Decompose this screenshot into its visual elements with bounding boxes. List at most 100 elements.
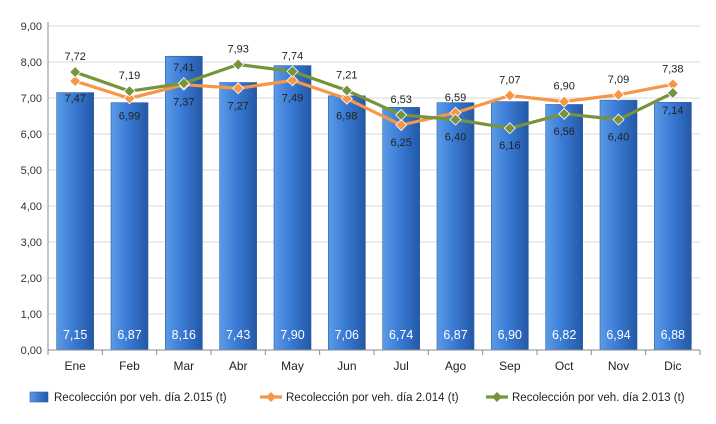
x-axis: Ene Feb Mar Abr May Jun Jul Ago Sep Oct Nov Dic (47, 349, 701, 373)
line-value-label: 7,21 (336, 69, 357, 81)
data-point (177, 77, 190, 90)
data-point (558, 95, 571, 108)
line-value-label: 7,72 (64, 51, 85, 63)
data-point (395, 108, 408, 121)
bar (654, 102, 692, 351)
line-value-label: 7,93 (227, 44, 248, 56)
data-point (286, 74, 299, 87)
x-tick-label: Jun (337, 359, 356, 373)
data-labels: 7,15 6,87 8,16 7,43 7,90 7,06 6,74 6,87 6,90 6,82… (63, 44, 685, 342)
series-line-2013 (74, 62, 674, 130)
legend-label: Recolección por veh. día 2.014 (t) (286, 392, 459, 404)
data-point (449, 113, 462, 126)
data-point (612, 88, 625, 101)
line-value-label: 7,38 (662, 63, 683, 75)
data-point (123, 85, 136, 98)
line-value-label: 6,40 (445, 132, 466, 144)
line-value-label: 6,59 (445, 92, 466, 104)
lines (69, 58, 679, 135)
bar-value-label: 7,43 (226, 328, 250, 342)
line-value-label: 6,99 (119, 110, 140, 122)
data-point (503, 89, 516, 102)
bar (165, 55, 203, 351)
line-value-label: 6,25 (390, 137, 411, 149)
line-value-label: 7,37 (173, 97, 194, 109)
y-tick-label: 3,00 (21, 237, 42, 249)
line-value-label: 7,14 (662, 105, 683, 117)
bar (328, 95, 366, 351)
y-tick-label: 9,00 (21, 21, 42, 33)
bar (273, 65, 312, 351)
y-tick-label: 7,00 (21, 93, 42, 105)
x-tick-label: May (281, 359, 304, 373)
legend-label: Recolección por veh. día 2.013 (t) (512, 392, 685, 404)
legend-swatch-marker (266, 392, 276, 402)
data-point (123, 92, 136, 105)
data-point (612, 113, 625, 126)
x-tick-label: Jul (393, 359, 408, 373)
x-tick-label: Mar (173, 359, 194, 373)
data-point (232, 82, 245, 95)
y-tick-label: 0,00 (21, 345, 42, 357)
bar (599, 99, 638, 351)
bar (110, 102, 149, 351)
bar-value-label: 6,87 (117, 328, 141, 342)
bar-value-label: 6,88 (661, 328, 685, 342)
line-value-label: 7,74 (282, 50, 303, 62)
legend-swatch-marker (492, 392, 502, 402)
bar (491, 101, 529, 351)
line-value-label: 7,47 (64, 93, 85, 105)
bars-2015 (56, 55, 692, 351)
x-tick-label: Ene (64, 359, 86, 373)
legend-swatch-bar (29, 391, 49, 403)
x-tick-label: Abr (229, 359, 248, 373)
data-point (69, 66, 82, 79)
y-tick-label: 4,00 (21, 201, 42, 213)
legend-label: Recolección por veh. día 2.015 (t) (54, 392, 227, 404)
bar-value-label: 6,82 (552, 328, 576, 342)
bar-value-label: 8,16 (172, 328, 196, 342)
bar-value-label: 7,15 (63, 328, 87, 342)
line-value-label: 6,98 (336, 111, 357, 123)
line-value-label: 7,19 (119, 70, 140, 82)
x-tick-label: Sep (499, 359, 521, 373)
line-value-label: 6,53 (390, 94, 411, 106)
line-value-label: 6,40 (608, 132, 629, 144)
bar (56, 92, 94, 351)
line-value-label: 7,07 (499, 74, 520, 86)
line-value-label: 6,56 (553, 126, 574, 138)
bar (219, 82, 257, 351)
line-value-label: 7,49 (282, 92, 303, 104)
y-tick-label: 8,00 (21, 57, 42, 69)
x-tick-label: Nov (608, 359, 629, 373)
series-line-2014 (74, 78, 674, 127)
data-point (503, 122, 516, 135)
line-value-label: 6,90 (553, 81, 574, 93)
y-tick-label: 5,00 (21, 165, 42, 177)
y-tick-label: 2,00 (21, 273, 42, 285)
legend: Recolección por veh. día 2.015 (t) Recole… (29, 391, 685, 404)
line-value-label: 7,27 (227, 100, 248, 112)
data-point (286, 65, 299, 78)
data-point (666, 86, 679, 100)
y-axis: 0,00 1,00 2,00 3,00 4,00 5,00 6,00 7,00 8,00 9,00 (21, 21, 49, 357)
data-point (340, 84, 353, 97)
bar-value-label: 6,90 (498, 328, 522, 342)
data-point (558, 107, 571, 120)
y-tick-label: 6,00 (21, 129, 42, 141)
bar-value-label: 6,94 (606, 328, 630, 342)
x-tick-label: Ago (445, 359, 467, 373)
line-value-label: 7,41 (173, 62, 194, 74)
data-point (69, 75, 82, 88)
bar-value-label: 7,90 (280, 328, 304, 342)
data-point (232, 58, 245, 71)
bar-value-label: 6,87 (443, 328, 467, 342)
y-tick-label: 1,00 (21, 309, 42, 321)
bar-value-label: 7,06 (335, 328, 359, 342)
x-tick-label: Feb (119, 359, 140, 373)
data-point (340, 92, 353, 105)
bar (545, 104, 583, 351)
x-tick-label: Dic (664, 359, 681, 373)
line-value-label: 6,16 (499, 140, 520, 152)
